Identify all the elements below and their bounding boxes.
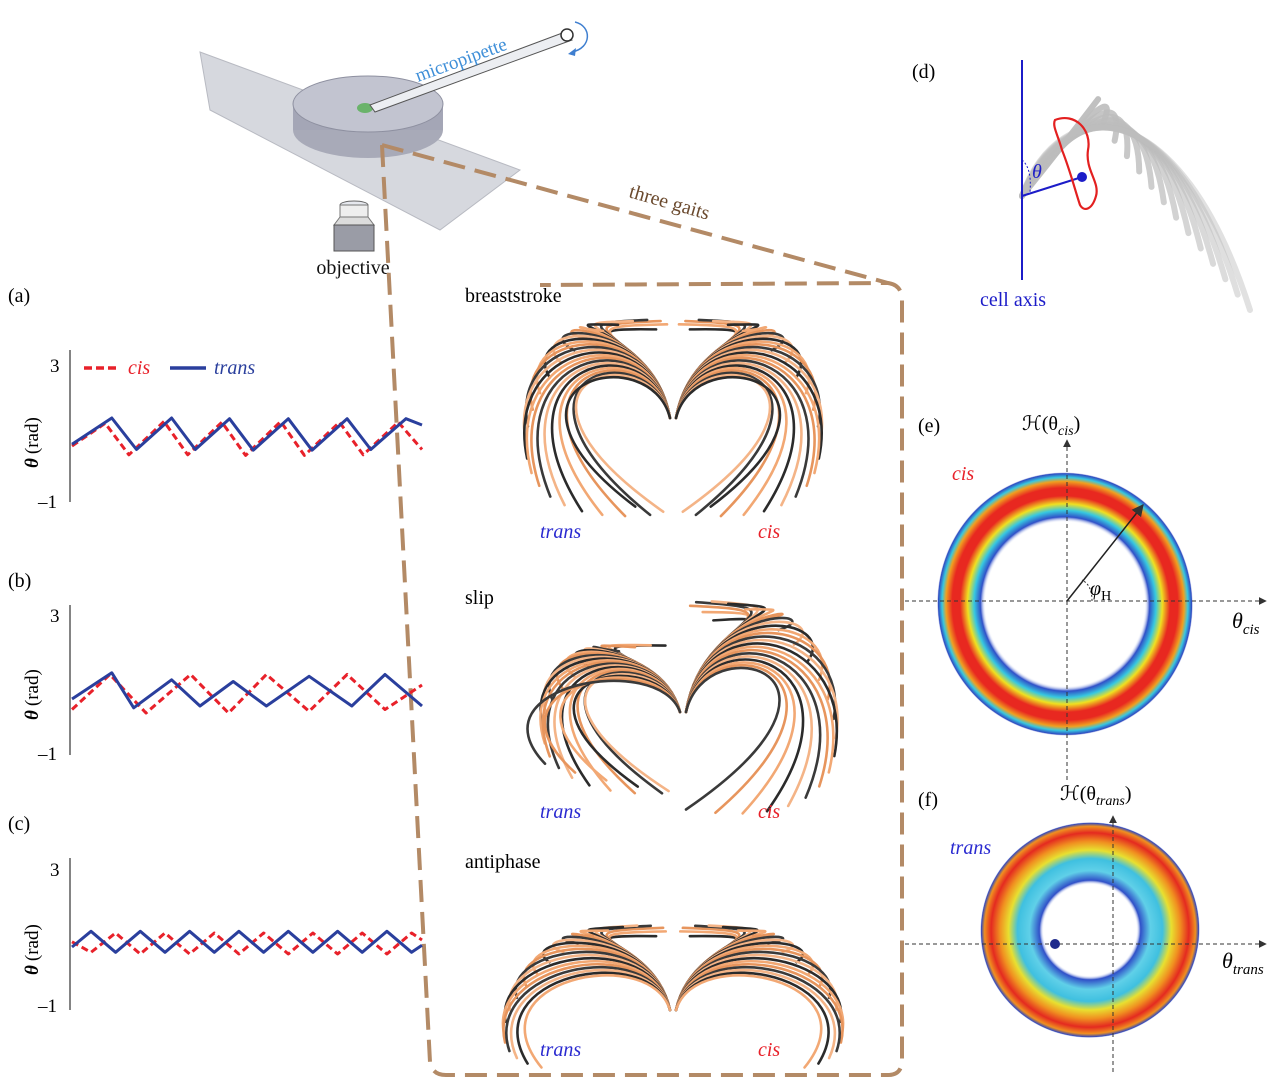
phase-arc-e: [1081, 579, 1093, 602]
chart-c: 3 –1 θ(rad): [22, 858, 423, 1017]
series-line-trans-a: [71, 416, 423, 452]
chart-b: 3 –1 θ(rad): [22, 605, 423, 765]
ytick-top-a: 3: [50, 356, 60, 377]
plot-area-b: [70, 671, 423, 715]
gait-right-label-breaststroke: cis: [758, 521, 780, 543]
panel-f-label: (f): [918, 789, 938, 811]
legend-cis-label: cis: [128, 357, 150, 379]
panel-d-label: (d): [912, 61, 935, 83]
panel-d: (d) θ cell axis: [912, 60, 1253, 313]
cell-axis-label: cell axis: [980, 289, 1046, 311]
panel-c-label: (c): [8, 813, 30, 835]
gait-right-label-antiphase: cis: [758, 1039, 780, 1061]
panel-f-ylabel: ℋ(θtrans): [1060, 783, 1131, 809]
legend-trans-label: trans: [214, 357, 255, 379]
ytick-top-c: 3: [50, 860, 60, 881]
gait-title-slip: slip: [465, 587, 494, 609]
flagellum-stroke: [564, 376, 672, 508]
ytick-bottom-b: –1: [37, 744, 57, 765]
flagellum-stroke: [674, 974, 823, 1069]
flagella-fan-antiphase: [501, 924, 845, 1069]
rotation-arrowhead-icon: [568, 48, 576, 56]
gait-title-breaststroke: breaststroke: [465, 285, 562, 307]
plot-area-c: [71, 929, 423, 956]
panel-f: (f) trans ℋ(θtrans) θtrans: [905, 783, 1267, 1072]
panel-e-side-label: cis: [952, 463, 974, 485]
panel-e-label: (e): [918, 415, 940, 437]
panel-d-theta: θ: [1032, 161, 1042, 183]
gait-breaststroke: breaststroke trans cis: [465, 285, 824, 543]
gait-antiphase: antiphase trans cis: [465, 851, 845, 1069]
trajectory-loop: [1053, 117, 1098, 211]
flagellum-position: [1019, 124, 1241, 298]
gait-left-label-slip: trans: [540, 801, 581, 823]
gait-title-antiphase: antiphase: [465, 851, 541, 873]
flagella-fan-slip: [526, 600, 839, 815]
flagellum-position: [1019, 124, 1229, 283]
flagella-fan-breaststroke: [522, 318, 824, 518]
panel-e-xlabel: θcis: [1232, 608, 1260, 638]
flagellum-stroke: [526, 679, 682, 766]
flagellum-stroke: [684, 663, 788, 815]
chart-a: 3 –1 θ(rad) cis trans: [22, 350, 424, 513]
flagellum-stroke: [674, 376, 782, 508]
flagellum-sweep: [1019, 96, 1253, 313]
ytick-bottom-c: –1: [37, 996, 57, 1017]
flagellum-stroke: [523, 974, 672, 1069]
plot-area-a: [71, 416, 424, 457]
ytick-top-b: 3: [50, 606, 60, 627]
panel-b-label: (b): [8, 570, 31, 592]
panel-e: (e) cis ℋ(θcis) θcis φH: [905, 413, 1267, 780]
gait-right-label-slip: cis: [758, 801, 780, 823]
series-line-trans-c: [71, 929, 423, 954]
flagellum-stroke: [684, 666, 781, 811]
setup-diagram: micropipette objective three gaits: [199, 21, 904, 1077]
series-line-trans-b: [71, 671, 423, 710]
gait-left-label-antiphase: trans: [540, 1039, 581, 1061]
panel-a-label: (a): [8, 285, 30, 307]
legend: cis trans: [84, 357, 255, 379]
centroid-dot: [1077, 172, 1087, 182]
center-dot-f: [1050, 939, 1060, 949]
gaits-dashed-outline: [380, 144, 904, 1077]
gaits-dashed-top: [381, 143, 889, 285]
ylabel-a: θ(rad): [22, 417, 43, 468]
cell-body: [357, 103, 373, 113]
objective-label: objective: [316, 257, 389, 279]
rotation-arrow-icon: [571, 21, 589, 53]
gait-left-label-breaststroke: trans: [540, 521, 581, 543]
radius-arrow-e: [1066, 504, 1144, 602]
micropipette-body: [369, 31, 573, 113]
flagellum-position: [1019, 123, 1253, 313]
objective-icon: [333, 200, 375, 252]
panel-f-xlabel: θtrans: [1222, 948, 1264, 978]
gait-slip: slip trans cis: [465, 587, 839, 823]
phase-ring-f: [980, 821, 1200, 1039]
panel-e-ylabel: ℋ(θcis): [1022, 413, 1080, 439]
ylabel-b: θ(rad): [22, 669, 43, 720]
panel-f-side-label: trans: [950, 837, 991, 859]
phase-ring-e: [936, 472, 1194, 736]
flagellum-stroke: [543, 677, 682, 774]
three-gaits-label: three gaits: [627, 181, 713, 225]
micropipette-end: [560, 28, 574, 42]
panel-e-phi: φH: [1090, 578, 1111, 604]
ytick-bottom-a: –1: [37, 492, 57, 513]
ylabel-c: θ(rad): [22, 924, 43, 975]
series-line-cis-a: [71, 420, 424, 457]
